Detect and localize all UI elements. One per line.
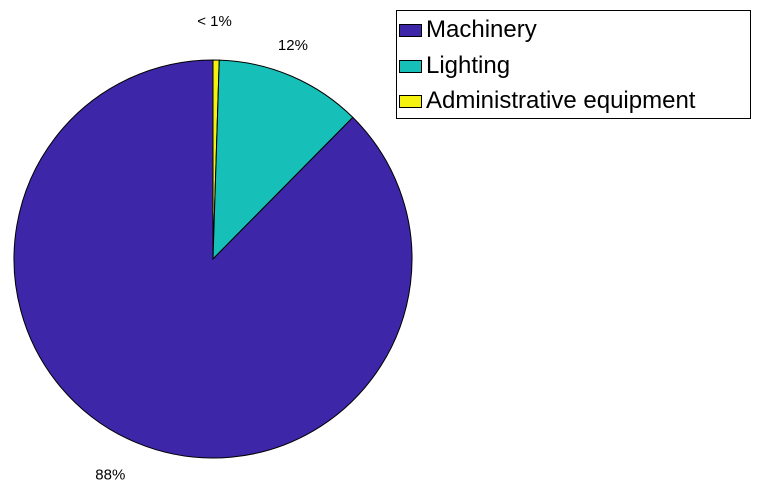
legend-label-administrative-equipment: Administrative equipment bbox=[426, 87, 696, 114]
legend-swatch-administrative-equipment bbox=[399, 94, 422, 108]
pie-percent-labels: < 1% 12% 88% bbox=[95, 13, 308, 482]
chart-legend: Machinery Lighting Administrative equipm… bbox=[396, 10, 751, 119]
pie-label-administrative-equipment: < 1% bbox=[197, 13, 232, 30]
pie-slice-machinery bbox=[13, 59, 413, 459]
pie-label-lighting: 12% bbox=[278, 37, 308, 54]
legend-swatch-machinery bbox=[399, 23, 422, 37]
pie-slice-lighting bbox=[212, 59, 354, 261]
legend-label-machinery: Machinery bbox=[426, 16, 537, 43]
legend-item-lighting: Lighting bbox=[399, 51, 510, 81]
pie-label-machinery: 88% bbox=[95, 466, 125, 482]
legend-item-administrative-equipment: Administrative equipment bbox=[399, 86, 695, 116]
legend-swatch-lighting bbox=[399, 59, 422, 73]
legend-item-machinery: Machinery bbox=[399, 15, 537, 45]
pie-slices bbox=[13, 59, 413, 459]
legend-label-lighting: Lighting bbox=[426, 52, 511, 79]
